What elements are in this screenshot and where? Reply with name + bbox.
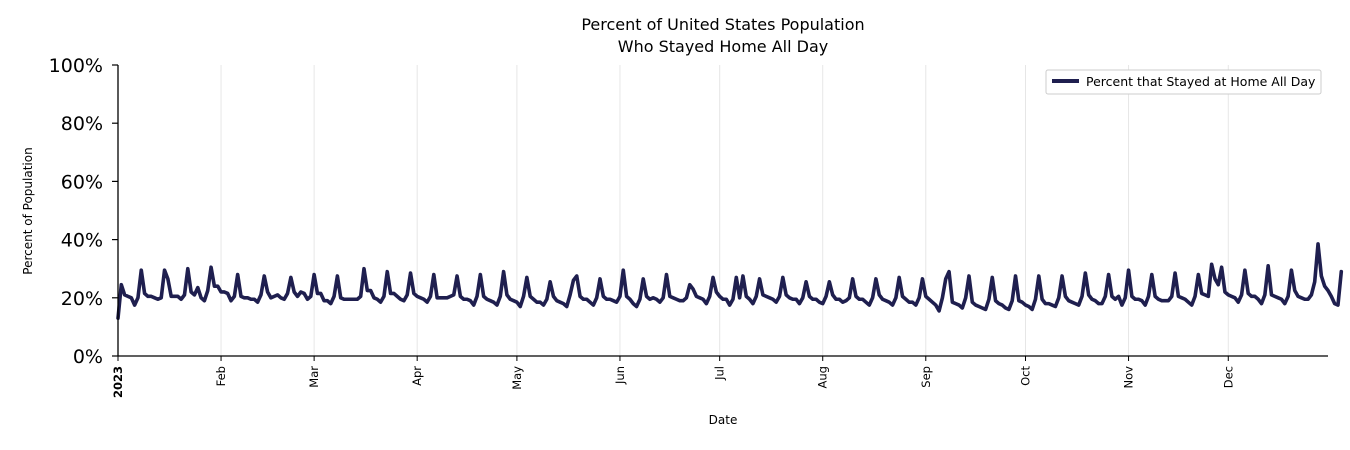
- x-tick-label: Aug: [816, 366, 830, 388]
- y-tick-label: 40%: [61, 230, 103, 252]
- y-axis-label: Percent of Population: [21, 147, 35, 274]
- series-line-stayed-home: [116, 242, 1344, 320]
- legend-label: Percent that Stayed at Home All Day: [1086, 74, 1316, 89]
- chart-title-line-1: Percent of United States Population: [581, 15, 864, 34]
- x-tick-label: Mar: [307, 366, 321, 388]
- x-tick-label: Nov: [1122, 366, 1136, 389]
- series-group: [116, 242, 1344, 320]
- x-tick-label: Jun: [613, 366, 627, 385]
- x-tick-label: Jul: [713, 366, 727, 381]
- y-tick-label: 0%: [73, 346, 103, 368]
- chart-title-line-2: Who Stayed Home All Day: [618, 37, 828, 56]
- legend: Percent that Stayed at Home All Day: [1045, 69, 1322, 95]
- y-tick-label: 80%: [61, 113, 103, 135]
- x-tick-label: Sep: [919, 366, 933, 388]
- y-tick-label: 60%: [61, 171, 103, 193]
- x-tick-label: Dec: [1221, 366, 1235, 388]
- grid-lines: [220, 65, 1229, 356]
- x-tick-label: Oct: [1019, 366, 1033, 386]
- legend-box: [1045, 69, 1322, 95]
- x-axis-label: Date: [709, 413, 738, 427]
- x-tick-label: 2023: [111, 366, 125, 398]
- y-tick-label: 20%: [61, 288, 103, 310]
- x-axis-ticks: 2023 Feb Mar Apr May Jun Jul Aug Sep Oct Nov Dec: [111, 356, 1235, 398]
- x-tick-label: Apr: [410, 366, 424, 386]
- y-axis-ticks: 0% 20% 40% 60% 80% 100%: [49, 55, 118, 368]
- x-tick-label: Feb: [214, 366, 228, 386]
- y-tick-label: 100%: [49, 55, 103, 77]
- x-tick-label: May: [510, 366, 524, 390]
